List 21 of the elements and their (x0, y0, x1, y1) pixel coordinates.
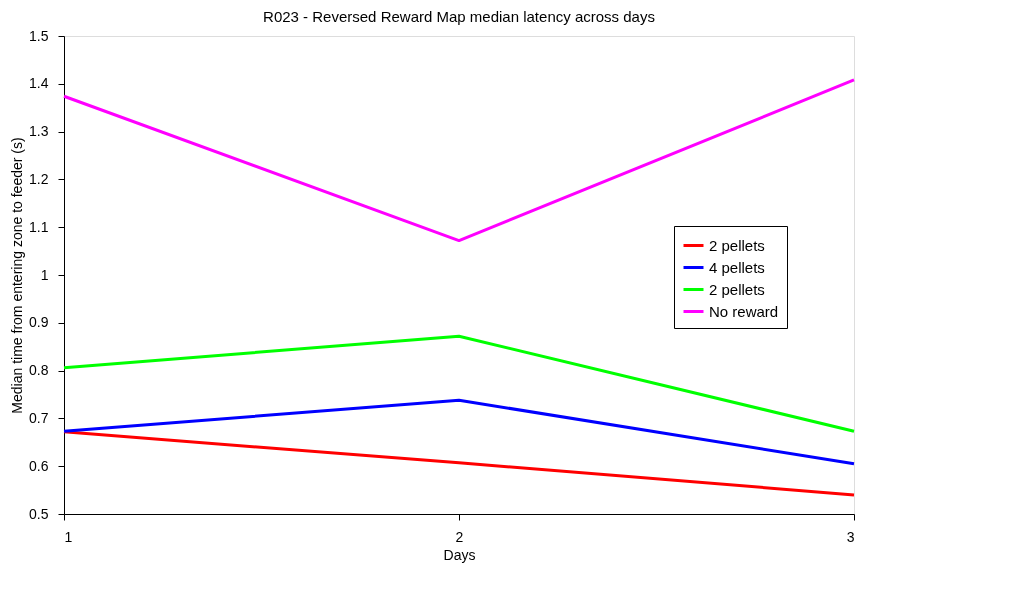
legend-label: 2 pellets (709, 280, 765, 298)
legend-label: 4 pellets (709, 258, 765, 276)
y-tick-label: 0.6 (29, 457, 49, 474)
y-tick-label: 1.5 (29, 27, 49, 44)
y-tick-label: 0.9 (29, 314, 49, 331)
chart-title: R023 - Reversed Reward Map median latency across days (263, 8, 655, 25)
y-tick-label: 0.7 (29, 409, 49, 426)
y-tick-label: 1.2 (29, 170, 49, 187)
x-tick-label: 3 (846, 528, 855, 545)
y-tick-label: 0.5 (29, 505, 49, 522)
x-tick-label: 2 (455, 528, 464, 545)
y-tick-label: 1.1 (29, 218, 49, 235)
legend-label: No reward (709, 302, 779, 320)
y-axis-title: Median time from entering zone to feeder (s) (9, 137, 26, 414)
legend-label: 2 pellets (709, 236, 765, 254)
x-tick-label: 1 (64, 528, 73, 545)
y-tick-label: 0.8 (29, 362, 49, 379)
y-tick-label: 1.3 (29, 123, 49, 140)
y-tick-label: 1 (40, 266, 49, 283)
x-axis-title: Days (443, 546, 476, 563)
y-tick-label: 1.4 (29, 75, 49, 92)
